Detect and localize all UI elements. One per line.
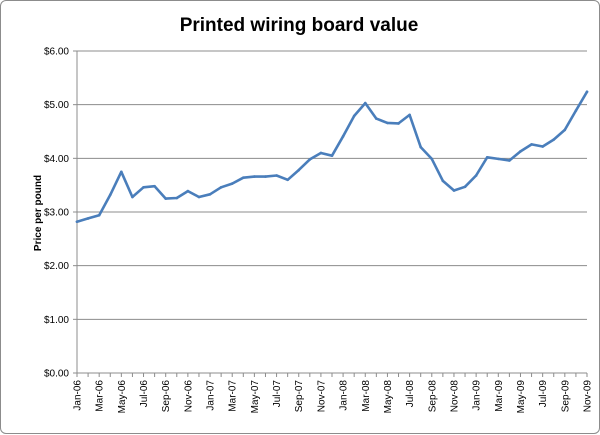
data-point [264, 175, 267, 178]
data-point [175, 196, 179, 200]
data-point [474, 174, 478, 177]
x-tick-label: May-06 [117, 380, 128, 414]
x-tick-label: Jul-09 [538, 380, 549, 408]
data-point [197, 195, 201, 199]
data-point [430, 157, 434, 161]
data-point [352, 114, 356, 118]
x-tick-label: Jan-09 [472, 380, 483, 411]
data-point [519, 150, 522, 153]
x-tick-label: Jan-06 [73, 380, 84, 411]
x-tick-label: Jan-08 [339, 380, 350, 411]
data-point [108, 193, 112, 197]
y-tick-label: $2.00 [44, 261, 69, 272]
data-point [497, 157, 500, 161]
data-point [97, 213, 101, 217]
x-tick-label: Jul-08 [405, 380, 416, 408]
data-point [419, 145, 422, 149]
data-point [541, 145, 544, 148]
x-tick-label: Nov-08 [449, 380, 460, 413]
x-tick-label: Sep-08 [427, 380, 438, 413]
data-point [242, 176, 245, 179]
x-tick-label: Jan-07 [206, 380, 217, 411]
data-point [142, 186, 145, 189]
y-tick-labels: $0.00 $1.00 $2.00 $3.00 $4.00 $5.00 $6.00 [44, 47, 69, 380]
data-point [86, 217, 90, 220]
y-tick-label: $0.00 [44, 369, 69, 380]
data-point [508, 159, 511, 162]
data-point [341, 135, 345, 138]
x-tick-label: Nov-06 [183, 380, 194, 413]
x-tick-label: Sep-07 [294, 380, 305, 413]
data-point [253, 175, 256, 178]
x-tick-label: Sep-06 [161, 380, 172, 413]
data-point [131, 195, 134, 199]
data-point [397, 122, 400, 125]
data-point [75, 220, 79, 223]
x-tick-label: Mar-07 [228, 380, 239, 412]
x-tick-label: Nov-07 [316, 380, 327, 413]
data-point [452, 189, 456, 192]
x-tick-label: Mar-06 [95, 380, 106, 412]
y-axis-label: Price per pound [33, 175, 44, 251]
data-point [186, 189, 190, 193]
data-point [219, 186, 223, 189]
axes [73, 50, 588, 377]
data-point [375, 117, 378, 120]
x-tick-label: Jul-07 [272, 380, 283, 408]
data-point [319, 151, 323, 155]
x-tick-label: Nov-09 [583, 380, 594, 413]
x-tick-labels: Jan-06 Mar-06 May-06 Jul-06 Sep-06 Nov-06 Jan-… [73, 380, 594, 414]
data-point [153, 184, 156, 188]
series-layer [75, 90, 589, 223]
y-tick-label: $4.00 [44, 154, 69, 165]
data-point [286, 178, 289, 182]
data-point [308, 158, 312, 161]
gridlines [77, 50, 587, 320]
data-point [441, 179, 445, 183]
data-point [408, 113, 411, 117]
data-point [330, 154, 334, 157]
data-point [552, 138, 556, 141]
data-point [297, 168, 301, 172]
data-point [386, 121, 389, 125]
x-tick-label: May-09 [516, 380, 527, 414]
data-point [164, 197, 167, 200]
data-point [230, 182, 234, 185]
data-point [363, 101, 367, 105]
data-point [275, 174, 278, 177]
data-point [530, 143, 533, 146]
y-tick-label: $6.00 [44, 47, 69, 58]
y-tick-label: $5.00 [44, 100, 69, 111]
data-point [120, 170, 123, 174]
y-tick-label: $1.00 [44, 315, 69, 326]
data-point [585, 90, 589, 94]
chart-title: Printed wiring board value [180, 15, 419, 36]
x-tick-label: Jul-06 [139, 380, 150, 408]
x-tick-label: Sep-09 [560, 380, 571, 413]
x-tick-label: Mar-09 [494, 380, 505, 412]
data-point [574, 109, 578, 112]
data-point [463, 185, 467, 189]
x-tick-label: May-07 [250, 380, 261, 414]
x-tick-label: Mar-08 [361, 380, 372, 412]
data-point [563, 128, 567, 132]
x-tick-label: May-08 [383, 380, 394, 414]
data-point [485, 155, 489, 159]
y-tick-label: $3.00 [44, 208, 69, 219]
data-point [208, 192, 212, 196]
